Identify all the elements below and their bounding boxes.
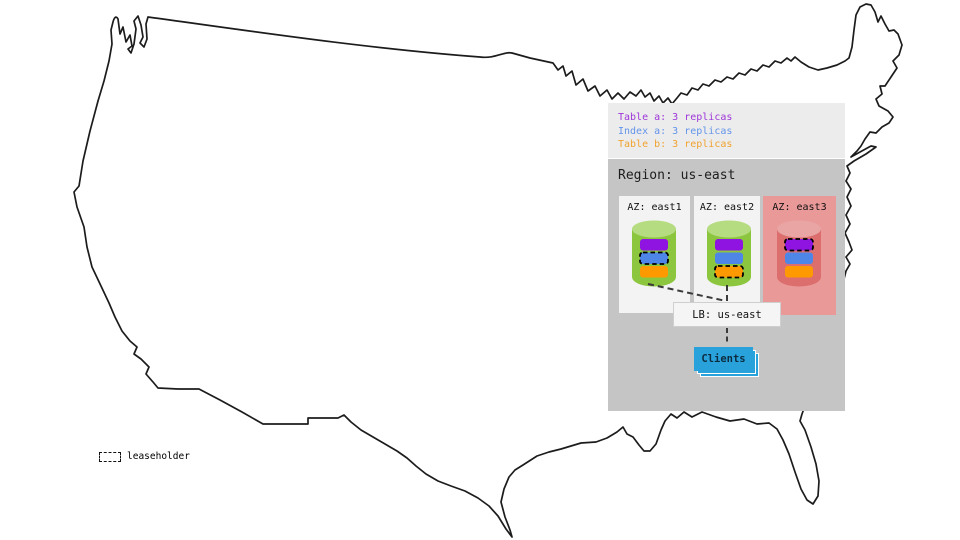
legend-index-a: Index a: 3 replicas (618, 125, 733, 137)
leaseholder-label: leaseholder (127, 451, 190, 462)
az-label-east3: AZ: east3 (772, 202, 827, 213)
replica-bar-table-b (640, 266, 668, 278)
az-box-east1: AZ: east1 (619, 196, 690, 313)
db-cylinder-east1 (632, 220, 676, 287)
az-box-east2: AZ: east2 (694, 196, 760, 313)
replica-bar-index-a-leaseholder (639, 251, 669, 265)
cylinder-top (707, 220, 751, 238)
lb-label: LB: us-east (692, 309, 762, 321)
replica-bar-table-a (640, 239, 668, 251)
legend-table-b: Table b: 3 replicas (618, 139, 733, 150)
db-cylinder-east2 (707, 220, 751, 287)
replica-bar-table-b-leaseholder (714, 265, 744, 279)
replica-bar-table-a-leaseholder (784, 238, 814, 252)
az-label-east2: AZ: east2 (699, 202, 755, 213)
clients-label: Clients (701, 353, 746, 365)
leaseholder-swatch-icon (99, 451, 121, 462)
us-map-outline-path (73, 3, 903, 538)
replica-bar-table-a (715, 239, 743, 251)
legend-table-a: Table a: 3 replicas (618, 112, 733, 123)
db-cylinder-east3 (777, 220, 821, 287)
replica-bar-index-a (715, 252, 743, 264)
az-label-east1: AZ: east1 (627, 202, 682, 213)
clients-box: Clients (694, 347, 753, 371)
az-box-east3: AZ: east3 (763, 196, 836, 315)
replica-bar-index-a (785, 252, 813, 264)
replica-legend-panel: Table a: 3 replicas Index a: 3 replicas … (608, 103, 845, 158)
cylinder-top (777, 220, 821, 238)
lb-box: LB: us-east (673, 302, 781, 327)
clients-stack: Clients (694, 347, 762, 379)
replica-bar-table-b (785, 266, 813, 278)
region-title: Region: us-east (618, 168, 736, 183)
leaseholder-legend: leaseholder (99, 450, 190, 463)
cylinder-top (632, 220, 676, 238)
